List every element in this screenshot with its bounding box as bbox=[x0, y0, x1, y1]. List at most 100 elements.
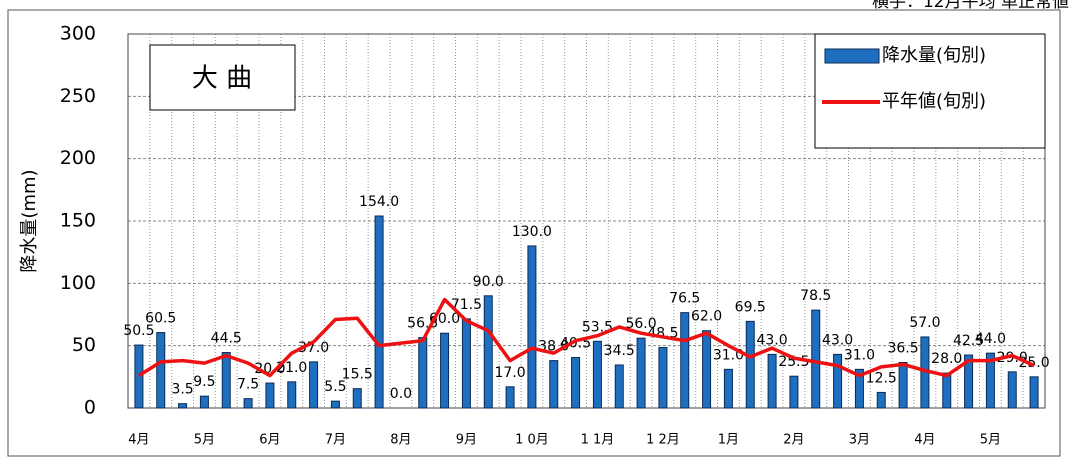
bar bbox=[985, 352, 995, 409]
bar bbox=[527, 245, 537, 409]
bar bbox=[1029, 376, 1039, 409]
y-tick-label: 250 bbox=[60, 85, 96, 107]
bar bbox=[767, 353, 777, 409]
frame bbox=[7, 9, 1061, 457]
value-label: 43.0 bbox=[756, 332, 787, 348]
bar bbox=[461, 318, 471, 409]
value-label: 78.5 bbox=[800, 288, 831, 304]
value-label: 3.5 bbox=[171, 382, 193, 398]
x-tick-label: 4月 bbox=[914, 433, 935, 448]
value-label: 34.5 bbox=[604, 343, 635, 359]
legend-label: 平年値(旬別) bbox=[882, 91, 986, 112]
bar bbox=[789, 375, 799, 409]
y-tick-label: 300 bbox=[60, 23, 96, 45]
bar bbox=[243, 398, 253, 409]
y-axis-label: 降水量(mm) bbox=[19, 169, 40, 272]
value-label: 36.5 bbox=[887, 340, 918, 356]
x-tick-label: 8月 bbox=[390, 433, 411, 448]
bar bbox=[964, 354, 974, 409]
plot-area bbox=[127, 33, 1046, 409]
value-label: 28.0 bbox=[931, 351, 962, 367]
value-label: 130.0 bbox=[512, 224, 552, 240]
station-note: 横手：12月平均 単正常値 bbox=[872, 0, 1069, 12]
bar bbox=[440, 332, 450, 409]
bar bbox=[265, 382, 275, 409]
bar bbox=[592, 340, 602, 409]
x-tick-label: 5月 bbox=[194, 433, 215, 448]
bar bbox=[156, 332, 166, 409]
value-label: 12.5 bbox=[866, 370, 897, 386]
bar bbox=[352, 388, 362, 409]
value-label: 25.0 bbox=[1018, 355, 1049, 371]
value-label: 15.5 bbox=[342, 367, 373, 383]
value-label: 7.5 bbox=[237, 377, 259, 393]
legend-swatch bbox=[824, 48, 880, 64]
bar bbox=[199, 395, 209, 409]
value-label: 154.0 bbox=[359, 194, 399, 210]
bar bbox=[309, 361, 319, 409]
value-label: 21.0 bbox=[276, 360, 307, 376]
value-label: 5.5 bbox=[324, 379, 346, 395]
bar bbox=[636, 337, 646, 409]
x-tick-label: 3月 bbox=[849, 433, 870, 448]
value-label: 57.0 bbox=[909, 315, 940, 331]
normal-line bbox=[137, 297, 1035, 378]
x-tick-label: 1月 bbox=[718, 433, 739, 448]
bar bbox=[898, 361, 908, 409]
value-label: 43.0 bbox=[822, 332, 853, 348]
value-label: 31.0 bbox=[844, 347, 875, 363]
chart-title: 大 曲 bbox=[192, 64, 252, 94]
value-label: 69.5 bbox=[735, 299, 766, 315]
value-label: 90.0 bbox=[473, 274, 504, 290]
bar bbox=[330, 400, 340, 409]
bar bbox=[854, 368, 864, 409]
bar bbox=[571, 357, 581, 409]
bar bbox=[702, 330, 712, 409]
bar bbox=[723, 368, 733, 409]
y-tick-label: 150 bbox=[60, 210, 96, 232]
x-tick-label: 6月 bbox=[259, 433, 280, 448]
value-label: 60.5 bbox=[145, 311, 176, 327]
value-label: 44.0 bbox=[975, 331, 1006, 347]
bar bbox=[221, 352, 231, 409]
bar bbox=[614, 364, 624, 409]
y-tick-label: 0 bbox=[84, 397, 96, 419]
bar bbox=[287, 381, 297, 409]
y-tick-label: 200 bbox=[60, 147, 96, 169]
bar bbox=[745, 320, 755, 409]
x-tick-label: 1 1月 bbox=[581, 433, 615, 448]
x-tick-label: 5月 bbox=[980, 433, 1001, 448]
value-label: 9.5 bbox=[193, 374, 215, 390]
bar bbox=[680, 312, 690, 409]
bar bbox=[942, 372, 952, 409]
bar bbox=[549, 360, 559, 409]
bar bbox=[505, 386, 515, 409]
x-tick-label: 7月 bbox=[325, 433, 346, 448]
bar bbox=[178, 403, 188, 409]
y-tick-label: 100 bbox=[60, 272, 96, 294]
x-tick-label: 1 0月 bbox=[515, 433, 549, 448]
bar bbox=[876, 391, 886, 409]
value-label: 17.0 bbox=[494, 365, 525, 381]
value-label: 76.5 bbox=[669, 291, 700, 307]
bar bbox=[483, 295, 493, 409]
bar bbox=[811, 309, 821, 409]
title-box bbox=[149, 44, 296, 111]
x-tick-label: 1 2月 bbox=[646, 433, 680, 448]
x-tick-label: 9月 bbox=[456, 433, 477, 448]
bar bbox=[134, 344, 144, 409]
value-label: 62.0 bbox=[691, 309, 722, 325]
value-label: 50.5 bbox=[123, 323, 154, 339]
bar bbox=[418, 337, 428, 409]
value-label: 44.5 bbox=[211, 331, 242, 347]
value-label: 37.0 bbox=[298, 340, 329, 356]
y-tick-label: 50 bbox=[72, 334, 96, 356]
x-tick-label: 2月 bbox=[783, 433, 804, 448]
value-label: 56.0 bbox=[625, 316, 656, 332]
value-label: 29.0 bbox=[997, 350, 1028, 366]
bar bbox=[374, 215, 384, 409]
legend-label: 降水量(旬別) bbox=[882, 45, 986, 66]
bar bbox=[1007, 371, 1017, 409]
x-tick-label: 4月 bbox=[128, 433, 149, 448]
